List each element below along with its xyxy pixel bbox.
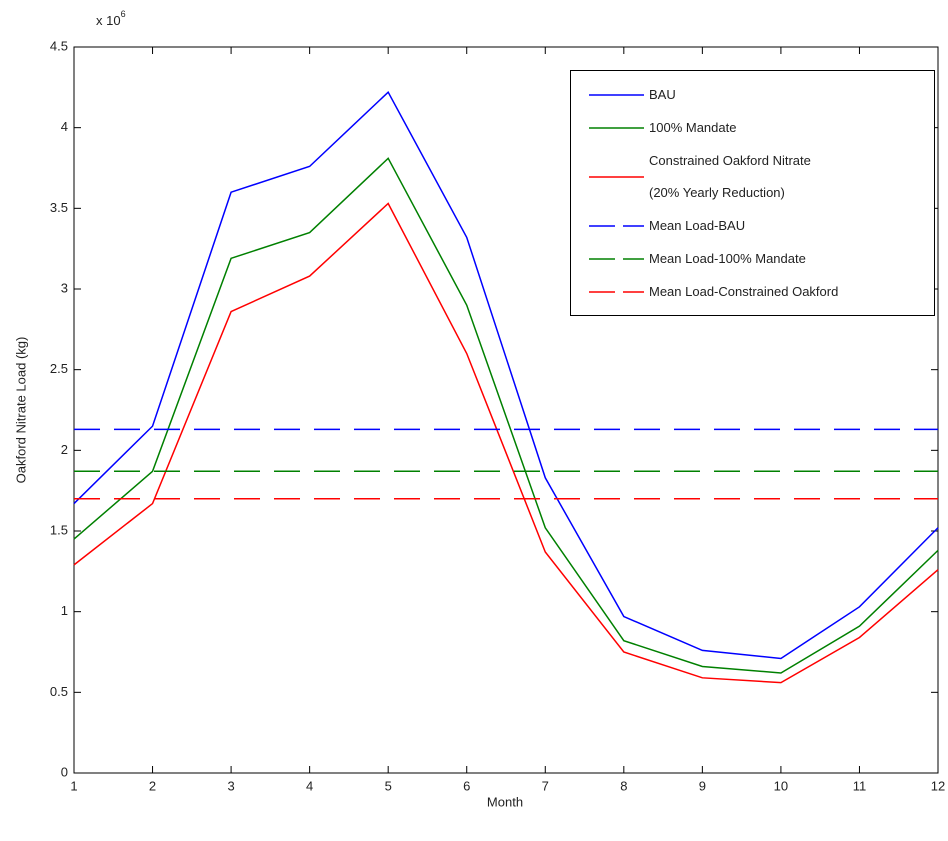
legend-label: Mean Load-100% Mandate bbox=[649, 251, 806, 266]
axes-box bbox=[73, 46, 939, 774]
legend-swatch bbox=[589, 176, 644, 178]
legend-label: 100% Mandate bbox=[649, 120, 737, 135]
y-tick-label: 4.5 bbox=[50, 38, 68, 53]
y-axis-label: Oakford Nitrate Load (kg) bbox=[13, 337, 28, 484]
x-tick-label: 7 bbox=[542, 778, 549, 793]
x-tick-label: 6 bbox=[463, 778, 470, 793]
legend-label: Mean Load-Constrained Oakford bbox=[649, 284, 839, 299]
series-line bbox=[73, 202, 939, 684]
x-tick-label: 4 bbox=[306, 778, 313, 793]
legend-label: BAU bbox=[649, 87, 676, 102]
legend-swatch bbox=[589, 291, 644, 293]
legend-label: Mean Load-BAU bbox=[649, 218, 746, 233]
series-line bbox=[73, 157, 939, 674]
x-tick-label: 1 bbox=[70, 778, 77, 793]
x-tick-label: 9 bbox=[699, 778, 706, 793]
y-tick-label: 0.5 bbox=[50, 684, 68, 699]
y-tick-label: 1.5 bbox=[50, 522, 68, 537]
x-tick-label: 12 bbox=[931, 778, 945, 793]
x-tick-label: 8 bbox=[620, 778, 627, 793]
legend-swatch bbox=[589, 258, 644, 260]
series-line bbox=[73, 90, 939, 660]
y-tick-label: 2.5 bbox=[50, 361, 68, 376]
x-tick-label: 10 bbox=[774, 778, 788, 793]
legend-swatch bbox=[589, 127, 644, 129]
legend-swatch bbox=[589, 225, 644, 227]
legend: BAU 100% Mandate Constrained Oakford Nitra… bbox=[570, 70, 935, 316]
x-tick-label: 5 bbox=[385, 778, 392, 793]
y-tick-label: 2 bbox=[61, 442, 68, 457]
x-tick-label: 2 bbox=[149, 778, 156, 793]
y-tick-label: 1 bbox=[61, 603, 68, 618]
legend-swatch bbox=[589, 94, 644, 96]
y-tick-label: 0 bbox=[61, 764, 68, 779]
y-tick-label: 4 bbox=[61, 119, 68, 134]
x-tick-label: 3 bbox=[227, 778, 234, 793]
y-multiplier: x 106 bbox=[96, 9, 126, 28]
legend-label: Constrained Oakford Nitrate (20% Yearly … bbox=[649, 153, 811, 200]
y-tick-label: 3.5 bbox=[50, 200, 68, 215]
x-axis-label: Month bbox=[487, 794, 523, 809]
y-tick-label: 3 bbox=[61, 280, 68, 295]
x-tick-label: 11 bbox=[853, 778, 867, 793]
